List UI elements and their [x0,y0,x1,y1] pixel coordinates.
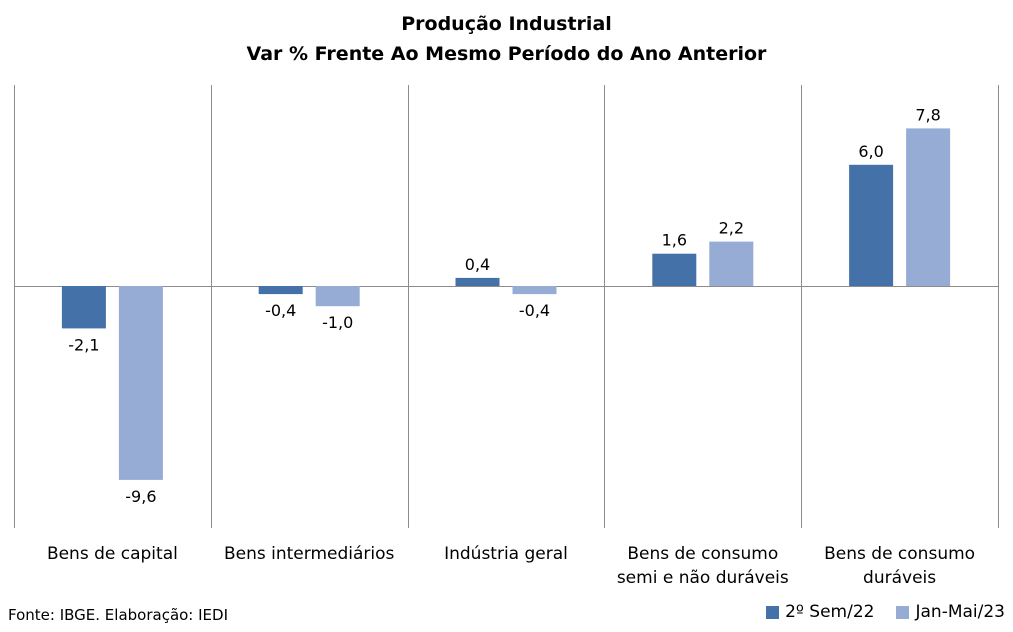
data-label: 6,0 [858,142,883,161]
category-label-line: Bens de consumo [627,544,779,564]
legend-item-series-2: Jan-Mai/23 [896,602,1005,622]
category-label: Bens de consumo semi e não duráveis [605,542,801,590]
legend: 2º Sem/22 Jan-Mai/23 [744,602,1005,622]
legend-item-series-1: 2º Sem/22 [766,602,874,622]
bar [455,277,500,286]
data-label: -0,4 [519,301,550,320]
data-label: 0,4 [465,255,490,274]
category-label: Bens de consumo duráveis [802,542,998,590]
bar [849,164,894,286]
bar [709,241,754,286]
category-label-line: Bens intermediários [223,544,395,564]
data-label: -0,4 [265,301,296,320]
category-label-line: Bens de consumo [824,544,976,564]
chart-subtitle: Var % Frente Ao Mesmo Período do Ano Ant… [246,43,767,65]
category-label: Bens de capital [14,542,210,566]
legend-label: Jan-Mai/23 [915,602,1005,622]
bar [512,286,557,295]
category-label: Bens intermediários [211,542,407,566]
data-label: 2,2 [719,219,744,238]
data-label: 7,8 [915,105,940,124]
category-label-line: semi e não duráveis [616,568,789,588]
legend-swatch [766,605,780,619]
legend-label: 2º Sem/22 [785,602,875,622]
source-note: Fonte: IBGE. Elaboração: IEDI [8,606,229,624]
bar [118,286,163,480]
data-label: -1,0 [322,313,353,332]
category-label-line: Indústria geral [444,544,568,564]
category-label-line: duráveis [863,568,937,588]
data-label: -9,6 [125,487,156,506]
data-label: 1,6 [662,231,687,250]
bar [258,286,303,295]
category-label: Indústria geral [408,542,604,566]
bar [61,286,106,329]
bar [652,253,697,286]
bar [315,286,360,307]
data-label: -2,1 [68,335,99,354]
chart-title: Produção Industrial [401,13,612,35]
bar [906,128,951,286]
category-label-line: Bens de capital [46,544,178,564]
legend-swatch [896,605,910,619]
